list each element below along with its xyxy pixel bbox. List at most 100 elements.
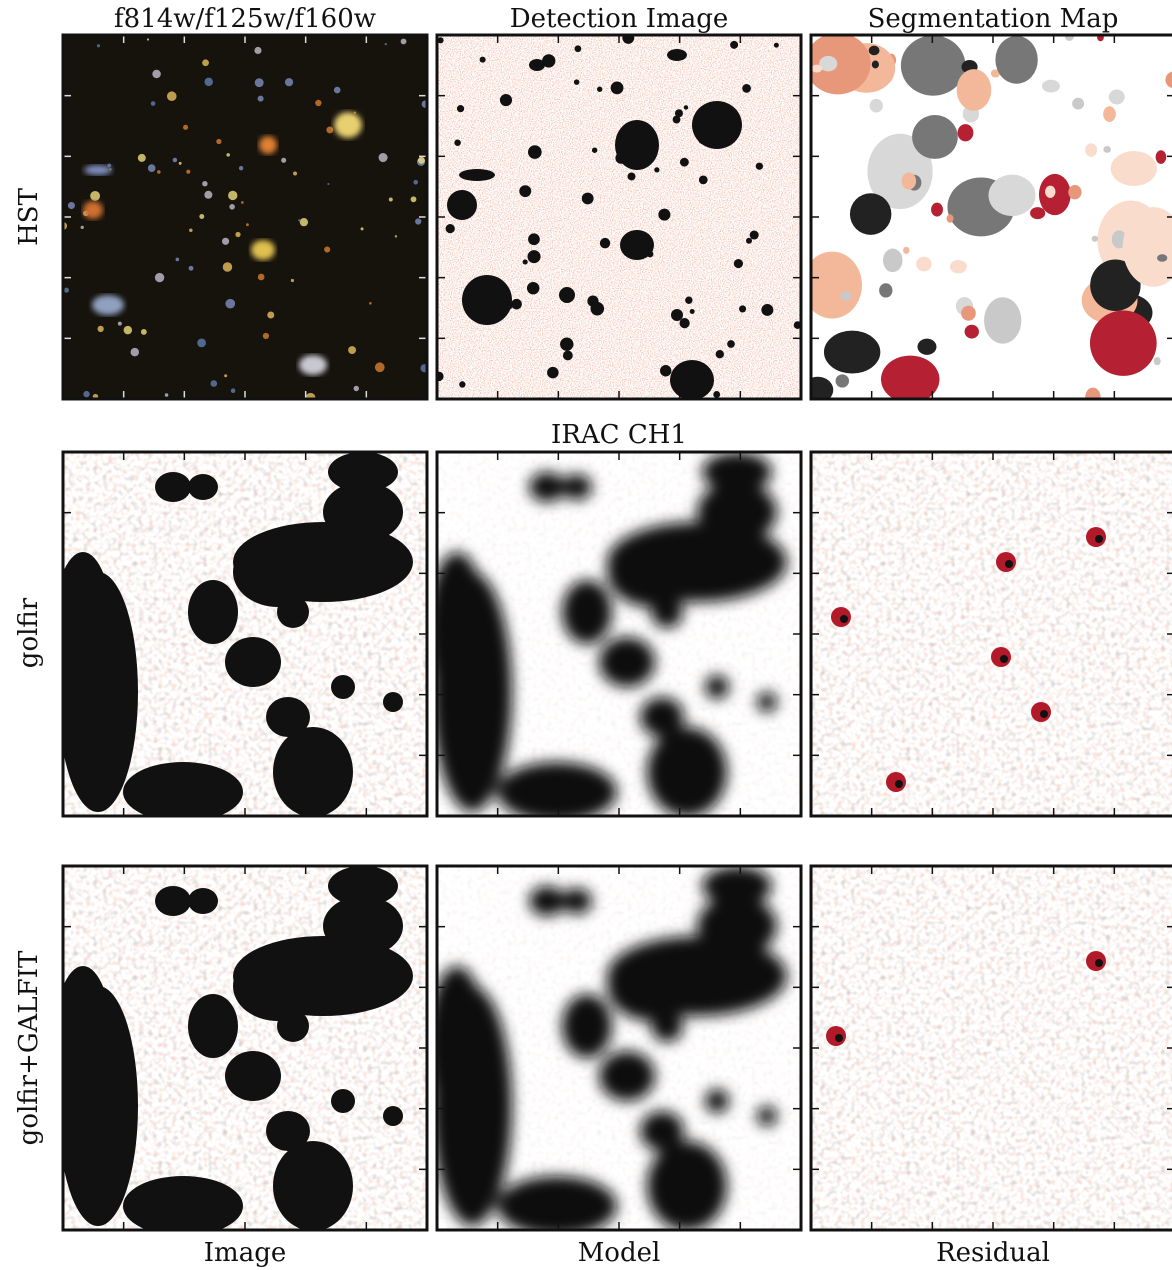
source xyxy=(713,391,721,398)
panel-frame xyxy=(435,450,803,818)
source xyxy=(519,185,532,198)
source xyxy=(757,1106,777,1126)
source xyxy=(660,365,672,377)
source xyxy=(437,552,487,712)
source xyxy=(627,172,636,181)
panel-background xyxy=(63,35,427,399)
source xyxy=(497,1176,617,1230)
source xyxy=(479,56,486,63)
galaxy xyxy=(254,78,264,88)
galaxy xyxy=(259,136,277,154)
source xyxy=(698,175,708,185)
galaxy xyxy=(298,219,301,222)
source xyxy=(559,287,575,303)
source xyxy=(773,42,779,48)
noise xyxy=(811,866,1172,1230)
source xyxy=(562,888,592,914)
galaxy xyxy=(388,197,393,202)
middle-title: IRAC CH1 xyxy=(551,420,687,450)
source xyxy=(683,105,689,110)
galaxy xyxy=(221,237,230,245)
frame xyxy=(61,450,429,818)
source xyxy=(640,1111,684,1151)
source xyxy=(522,259,528,265)
galaxy xyxy=(197,338,206,348)
galaxy xyxy=(63,287,70,293)
galaxy xyxy=(235,231,241,238)
segment xyxy=(1153,356,1161,366)
source xyxy=(447,190,477,220)
galaxy xyxy=(140,329,147,335)
source xyxy=(599,237,611,249)
panel-frame xyxy=(61,450,429,818)
galaxy xyxy=(92,295,124,315)
galaxy xyxy=(204,77,213,87)
source xyxy=(383,1106,403,1126)
galaxy xyxy=(394,235,398,238)
frame xyxy=(435,864,803,1232)
image-panel xyxy=(811,35,1172,399)
residual xyxy=(840,615,848,623)
galaxy xyxy=(146,38,150,41)
source xyxy=(63,552,113,712)
source xyxy=(511,298,522,310)
row-label: golfir xyxy=(14,597,44,668)
segment xyxy=(957,124,974,142)
source xyxy=(646,250,654,258)
frame xyxy=(61,864,429,1232)
source xyxy=(529,886,565,916)
source xyxy=(672,115,681,124)
segment xyxy=(835,374,850,388)
galaxy xyxy=(324,246,331,253)
segment xyxy=(984,297,1022,344)
segment xyxy=(964,324,979,339)
source xyxy=(123,1176,243,1230)
segment xyxy=(1072,97,1085,110)
segment xyxy=(867,133,933,210)
segment xyxy=(990,69,1000,78)
galaxy xyxy=(281,157,287,163)
galaxy xyxy=(228,190,238,201)
source xyxy=(462,275,512,325)
source xyxy=(277,596,309,628)
source xyxy=(581,192,594,205)
panel-frame xyxy=(61,864,429,1232)
segment xyxy=(1108,89,1125,105)
galaxy xyxy=(186,169,191,174)
source xyxy=(527,250,541,264)
source xyxy=(761,303,774,316)
galaxy xyxy=(226,153,230,157)
source xyxy=(730,40,739,49)
galaxy xyxy=(353,385,360,392)
galaxy xyxy=(413,179,419,185)
galaxy xyxy=(204,190,213,199)
source xyxy=(454,139,461,146)
galaxy xyxy=(189,228,193,233)
galaxy xyxy=(353,111,357,114)
frame xyxy=(809,33,1172,401)
sources xyxy=(63,452,413,816)
source xyxy=(328,866,398,906)
galaxy xyxy=(147,164,156,172)
segment xyxy=(811,251,862,319)
galaxy xyxy=(299,218,309,227)
galaxy xyxy=(246,223,249,227)
galaxy xyxy=(225,298,236,309)
galaxy xyxy=(130,347,140,357)
source xyxy=(615,152,627,164)
panel-frame xyxy=(809,450,1172,818)
galaxy xyxy=(166,91,177,102)
galaxy xyxy=(175,257,180,262)
panel-frame xyxy=(435,33,803,401)
source xyxy=(323,482,403,542)
segment xyxy=(946,214,954,223)
galaxy xyxy=(410,196,417,203)
galaxy xyxy=(254,46,262,55)
source xyxy=(647,727,727,816)
source xyxy=(712,127,724,139)
segment xyxy=(988,174,1036,217)
source xyxy=(697,482,777,542)
source xyxy=(437,966,487,1126)
